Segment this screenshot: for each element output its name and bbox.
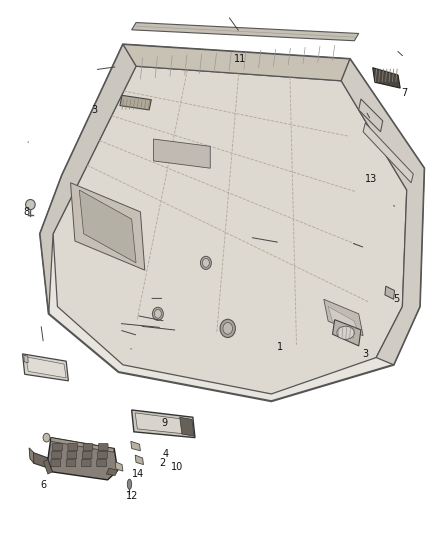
Ellipse shape	[220, 319, 235, 337]
Polygon shape	[359, 99, 383, 132]
Polygon shape	[43, 459, 52, 474]
FancyBboxPatch shape	[51, 459, 60, 467]
FancyBboxPatch shape	[68, 443, 78, 451]
Text: 11: 11	[234, 54, 246, 64]
Polygon shape	[373, 68, 400, 88]
Polygon shape	[106, 468, 118, 475]
FancyBboxPatch shape	[97, 459, 106, 467]
Polygon shape	[135, 413, 193, 435]
Polygon shape	[324, 299, 363, 336]
Text: 12: 12	[127, 491, 139, 501]
Polygon shape	[29, 448, 34, 463]
Ellipse shape	[337, 326, 354, 340]
Polygon shape	[385, 286, 395, 299]
Text: 4: 4	[162, 449, 169, 459]
Text: 8: 8	[23, 207, 29, 217]
Polygon shape	[115, 462, 123, 471]
FancyBboxPatch shape	[53, 443, 62, 451]
Ellipse shape	[223, 322, 233, 334]
Polygon shape	[341, 59, 424, 365]
Polygon shape	[123, 44, 350, 81]
Ellipse shape	[202, 259, 209, 267]
Polygon shape	[363, 123, 413, 183]
Polygon shape	[132, 22, 359, 41]
Polygon shape	[40, 44, 136, 314]
Text: 10: 10	[171, 462, 184, 472]
FancyBboxPatch shape	[67, 451, 77, 459]
Polygon shape	[135, 455, 144, 465]
Ellipse shape	[43, 433, 50, 442]
Text: 13: 13	[365, 174, 377, 184]
Polygon shape	[79, 190, 136, 263]
Polygon shape	[32, 452, 53, 470]
Polygon shape	[328, 306, 359, 336]
Polygon shape	[120, 95, 151, 110]
FancyBboxPatch shape	[66, 459, 76, 467]
FancyBboxPatch shape	[81, 459, 91, 467]
Polygon shape	[180, 417, 194, 436]
FancyBboxPatch shape	[83, 443, 93, 451]
Polygon shape	[51, 438, 114, 452]
FancyBboxPatch shape	[82, 451, 92, 459]
Text: 3: 3	[362, 349, 368, 359]
Ellipse shape	[152, 308, 163, 320]
Polygon shape	[22, 354, 68, 381]
Polygon shape	[24, 356, 28, 362]
FancyBboxPatch shape	[99, 443, 108, 451]
Ellipse shape	[154, 310, 161, 318]
Polygon shape	[48, 438, 118, 480]
Text: 3: 3	[92, 105, 98, 115]
Polygon shape	[132, 410, 195, 438]
Ellipse shape	[127, 479, 132, 489]
FancyBboxPatch shape	[52, 451, 61, 459]
Polygon shape	[131, 441, 141, 451]
Polygon shape	[53, 66, 407, 394]
Text: 2: 2	[159, 458, 166, 468]
FancyBboxPatch shape	[98, 451, 107, 459]
Text: 6: 6	[40, 480, 46, 490]
Text: 9: 9	[161, 418, 167, 428]
Polygon shape	[26, 357, 66, 378]
Polygon shape	[332, 320, 361, 346]
Text: 7: 7	[402, 88, 408, 98]
Polygon shape	[40, 44, 424, 401]
Text: 1: 1	[277, 342, 283, 352]
Ellipse shape	[25, 199, 35, 209]
Polygon shape	[71, 183, 145, 270]
Ellipse shape	[201, 256, 212, 269]
Polygon shape	[153, 139, 210, 168]
Text: 14: 14	[132, 469, 145, 479]
Text: 5: 5	[394, 294, 400, 304]
